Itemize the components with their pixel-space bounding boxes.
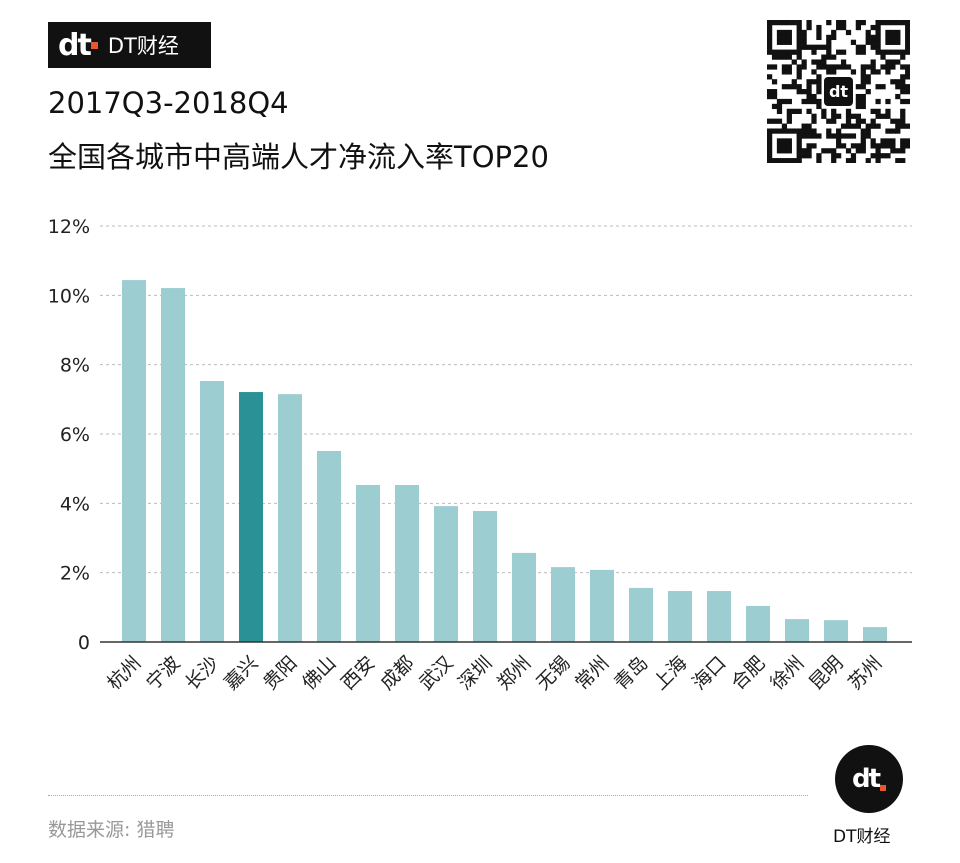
x-tick-label: 昆明 <box>805 652 847 694</box>
bar-昆明 <box>824 620 848 642</box>
bar-上海 <box>668 591 692 642</box>
x-tick-label: 合肥 <box>727 652 769 694</box>
circle-logo-mark: dt <box>851 764 881 794</box>
x-tick-label: 贵阳 <box>259 652 301 694</box>
svg-text:dt: dt <box>829 82 848 101</box>
x-tick-label: 常州 <box>571 652 613 694</box>
bar-嘉兴 <box>239 392 263 642</box>
y-tick-label: 0 <box>78 632 90 654</box>
bar-郑州 <box>512 552 536 642</box>
bar-宁波 <box>161 288 185 642</box>
bar-成都 <box>395 484 419 642</box>
bar-佛山 <box>317 450 341 642</box>
bar-长沙 <box>200 380 224 642</box>
x-tick-label: 西安 <box>337 652 379 694</box>
x-tick-label: 海口 <box>688 652 730 694</box>
x-tick-label: 长沙 <box>181 652 223 694</box>
source-note: 数据来源: 猎聘 <box>48 819 175 841</box>
x-tick-label: 成都 <box>376 652 418 694</box>
x-tick-label: 武汉 <box>415 652 457 694</box>
bar-苏州 <box>863 627 887 642</box>
brand-circle-logo: dt <box>835 745 903 813</box>
y-tick-label: 4% <box>60 493 90 515</box>
x-tick-label: 佛山 <box>298 652 340 694</box>
bar-深圳 <box>473 510 497 642</box>
bar-西安 <box>356 484 380 642</box>
x-tick-label: 苏州 <box>844 652 886 694</box>
bar-徐州 <box>785 619 809 642</box>
brand-name-bottom: DT财经 <box>833 827 891 847</box>
bar-常州 <box>590 569 614 642</box>
y-tick-label: 12% <box>48 216 90 238</box>
chart-title-line2: 全国各城市中高端人才净流入率TOP20 <box>48 140 549 174</box>
y-tick-label: 8% <box>60 355 90 377</box>
x-tick-label: 无锡 <box>532 652 574 694</box>
x-tick-label: 嘉兴 <box>220 652 262 694</box>
bar-武汉 <box>434 506 458 642</box>
x-tick-label: 青岛 <box>610 652 652 694</box>
x-tick-label: 郑州 <box>493 652 535 694</box>
brand-logo: dt DT财经 <box>48 22 211 68</box>
x-tick-label: 杭州 <box>103 652 145 694</box>
y-tick-label: 10% <box>48 285 90 307</box>
chart-title-line1: 2017Q3-2018Q4 <box>48 86 289 120</box>
circle-logo-dot <box>880 785 887 791</box>
x-tick-label: 上海 <box>649 652 691 694</box>
y-tick-label: 6% <box>60 424 90 446</box>
x-tick-label: 宁波 <box>142 652 184 694</box>
bar-无锡 <box>551 567 575 642</box>
bar-杭州 <box>122 280 146 642</box>
y-tick-label: 2% <box>60 563 90 585</box>
logo-dot <box>90 41 98 49</box>
logo-mark: dt <box>58 27 92 63</box>
x-tick-label: 深圳 <box>454 652 496 694</box>
x-tick-label: 徐州 <box>766 652 808 694</box>
qr-code-icon: dt <box>767 20 910 163</box>
divider <box>48 795 808 796</box>
bar-青岛 <box>629 587 653 642</box>
bar-海口 <box>707 591 731 642</box>
brand-name: DT财经 <box>107 34 179 58</box>
bar-合肥 <box>746 605 770 642</box>
bar-贵阳 <box>278 394 302 642</box>
